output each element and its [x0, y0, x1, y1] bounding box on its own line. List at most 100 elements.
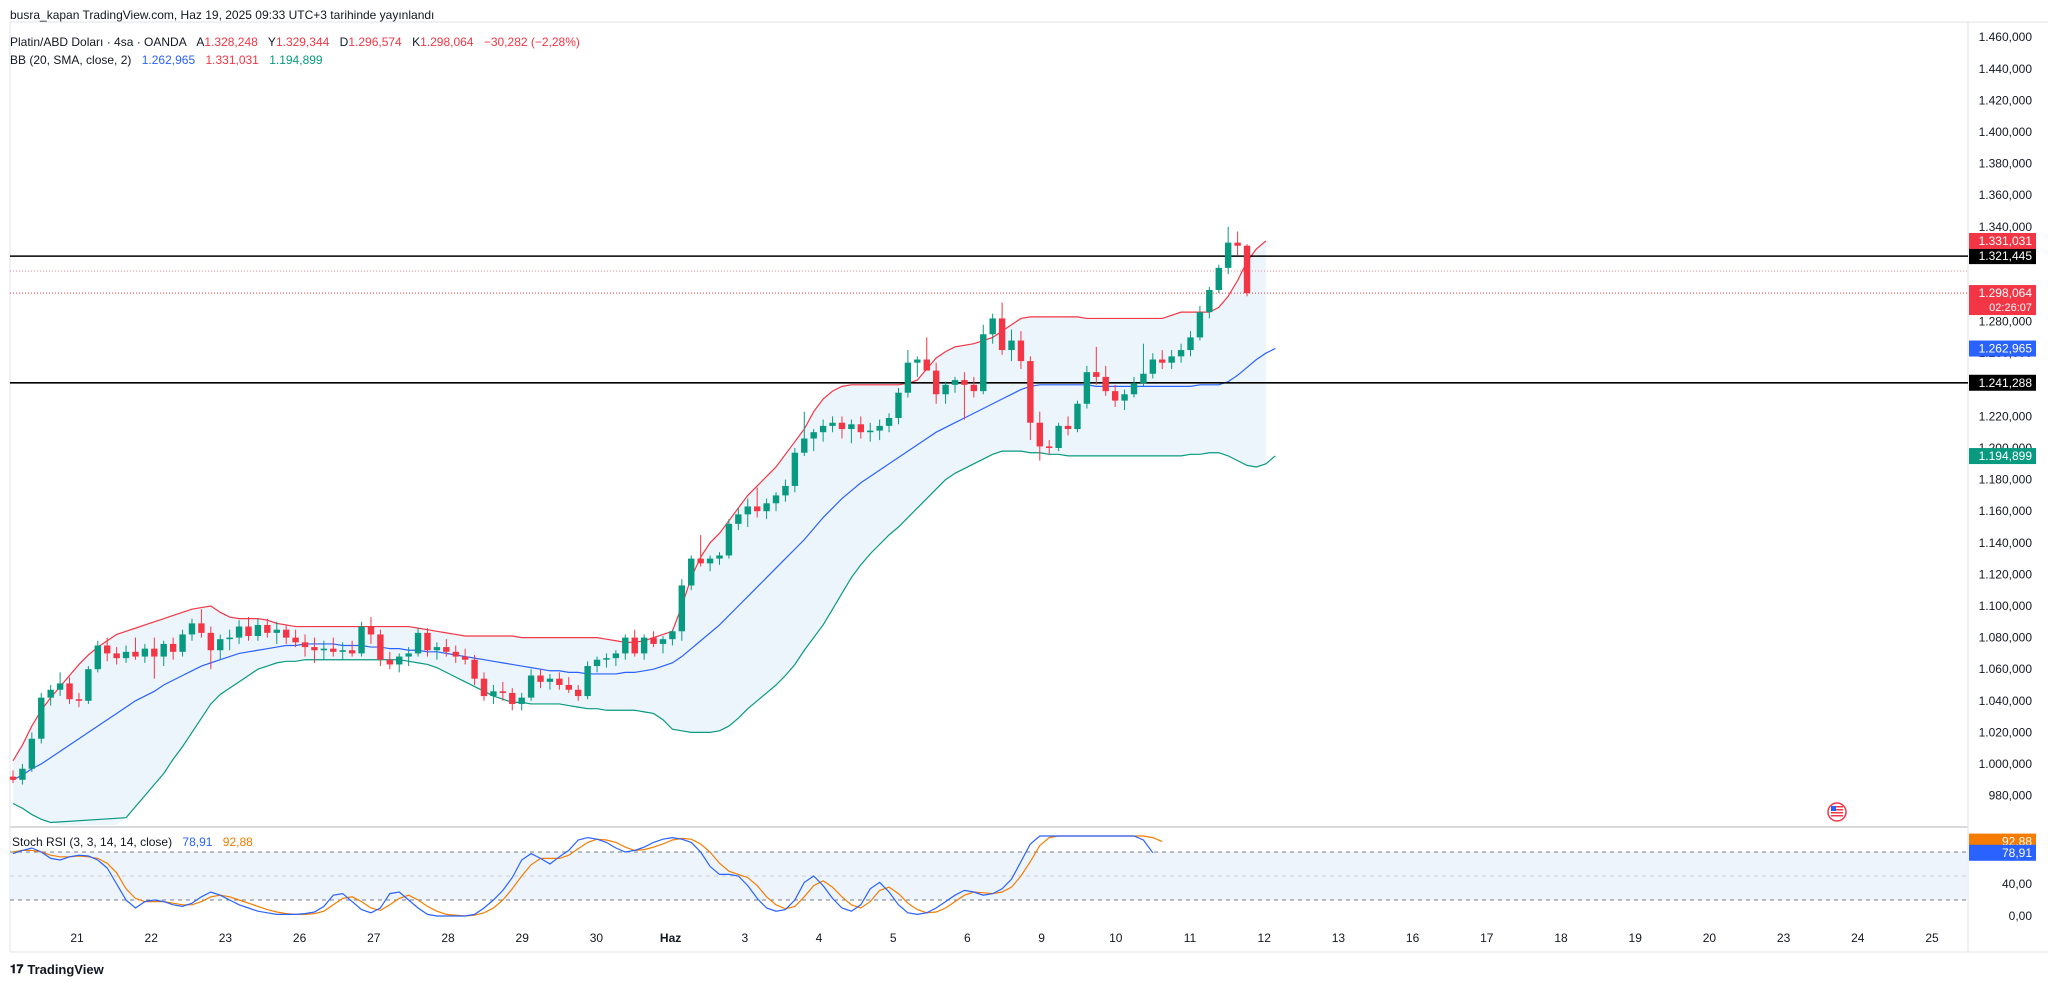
candle[interactable] [895, 387, 902, 425]
candle[interactable] [245, 617, 252, 641]
candle[interactable] [593, 656, 601, 673]
candle[interactable] [876, 419, 883, 441]
candle[interactable] [970, 376, 978, 398]
candle[interactable] [1111, 384, 1119, 407]
candle[interactable] [772, 492, 780, 512]
price-axis[interactable]: 980,000 1.000,000 1.020,000 1.040,000 1.060,… [1969, 30, 2036, 923]
candle[interactable] [1064, 416, 1072, 436]
candle[interactable] [867, 422, 874, 442]
candle[interactable] [188, 618, 196, 641]
candle[interactable] [819, 419, 827, 442]
candle[interactable] [688, 555, 695, 591]
candle[interactable] [1215, 264, 1222, 294]
candle[interactable] [1046, 440, 1053, 455]
candle[interactable] [527, 669, 535, 701]
candle[interactable] [716, 552, 723, 565]
candle[interactable] [9, 770, 17, 783]
candle[interactable] [1159, 350, 1166, 369]
candle[interactable] [66, 677, 73, 704]
candle[interactable] [791, 448, 799, 493]
candle[interactable] [367, 617, 375, 644]
candle[interactable] [169, 637, 177, 660]
candle[interactable] [669, 629, 676, 646]
candle[interactable] [160, 640, 167, 667]
candle[interactable] [47, 685, 54, 706]
us-flag-icon[interactable] [1827, 802, 1847, 822]
candle[interactable] [1027, 356, 1034, 441]
candle[interactable] [282, 624, 290, 644]
candle[interactable] [961, 372, 968, 420]
candle[interactable] [358, 621, 365, 657]
candle[interactable] [725, 519, 733, 559]
candle[interactable] [735, 508, 742, 531]
candle[interactable] [1093, 346, 1100, 385]
candle[interactable] [1206, 286, 1213, 319]
candle[interactable] [678, 579, 686, 641]
candle[interactable] [744, 498, 751, 527]
candle[interactable] [1196, 305, 1204, 341]
candle[interactable] [311, 637, 318, 663]
candle[interactable] [75, 692, 83, 708]
time-axis[interactable]: 21 22 23 26 27 28 29 30 Haz 3 4 5 6 9 10 11 12 13 16 17 18 19… [70, 931, 1939, 945]
candle[interactable] [753, 487, 761, 518]
candle[interactable] [377, 629, 384, 667]
candle[interactable] [546, 673, 554, 690]
candle[interactable] [584, 661, 591, 700]
candle[interactable] [603, 653, 610, 668]
candle[interactable] [932, 362, 940, 404]
candle[interactable] [122, 645, 130, 663]
candle[interactable] [631, 629, 638, 657]
candle[interactable] [1008, 329, 1015, 362]
candle[interactable] [640, 634, 648, 660]
candle[interactable] [339, 642, 346, 660]
candle[interactable] [452, 645, 459, 663]
candle[interactable] [885, 413, 893, 433]
candle[interactable] [1130, 376, 1138, 398]
candle[interactable] [235, 620, 243, 644]
candle[interactable] [226, 629, 233, 651]
candle[interactable] [838, 416, 846, 439]
candle[interactable] [1234, 231, 1241, 256]
candle[interactable] [19, 764, 26, 785]
candle[interactable] [989, 313, 996, 344]
candle[interactable] [132, 637, 139, 660]
candle[interactable] [104, 637, 111, 662]
candle[interactable] [1017, 331, 1025, 369]
candle[interactable] [1102, 365, 1109, 396]
candle[interactable] [94, 640, 101, 673]
candle[interactable] [198, 609, 205, 638]
candle[interactable] [28, 732, 36, 772]
candle[interactable] [556, 672, 563, 690]
candle[interactable] [386, 651, 393, 670]
candle[interactable] [1140, 343, 1147, 387]
candle[interactable] [980, 324, 987, 395]
candle[interactable] [904, 350, 912, 398]
candle[interactable] [706, 555, 714, 572]
candle[interactable] [1083, 365, 1091, 409]
candle[interactable] [320, 640, 328, 660]
candle[interactable] [1177, 343, 1185, 363]
candle[interactable] [763, 498, 770, 520]
candle[interactable] [330, 637, 337, 657]
candle[interactable] [56, 672, 64, 697]
candle[interactable] [565, 677, 572, 693]
candle[interactable] [301, 634, 309, 657]
candle[interactable] [697, 534, 704, 567]
candle[interactable] [914, 356, 921, 377]
candle[interactable] [857, 416, 864, 439]
candle[interactable] [659, 636, 667, 654]
candle[interactable] [461, 648, 469, 665]
candle[interactable] [537, 669, 544, 689]
candle[interactable] [612, 650, 620, 667]
candle[interactable] [179, 629, 186, 657]
candle[interactable] [1055, 422, 1062, 452]
candle[interactable] [113, 647, 120, 665]
candle[interactable] [575, 685, 582, 701]
candle[interactable] [348, 640, 356, 657]
candle[interactable] [85, 666, 92, 704]
candle[interactable] [471, 654, 478, 685]
candle[interactable] [942, 381, 949, 404]
candle[interactable] [424, 628, 431, 657]
candle[interactable] [1036, 411, 1043, 461]
